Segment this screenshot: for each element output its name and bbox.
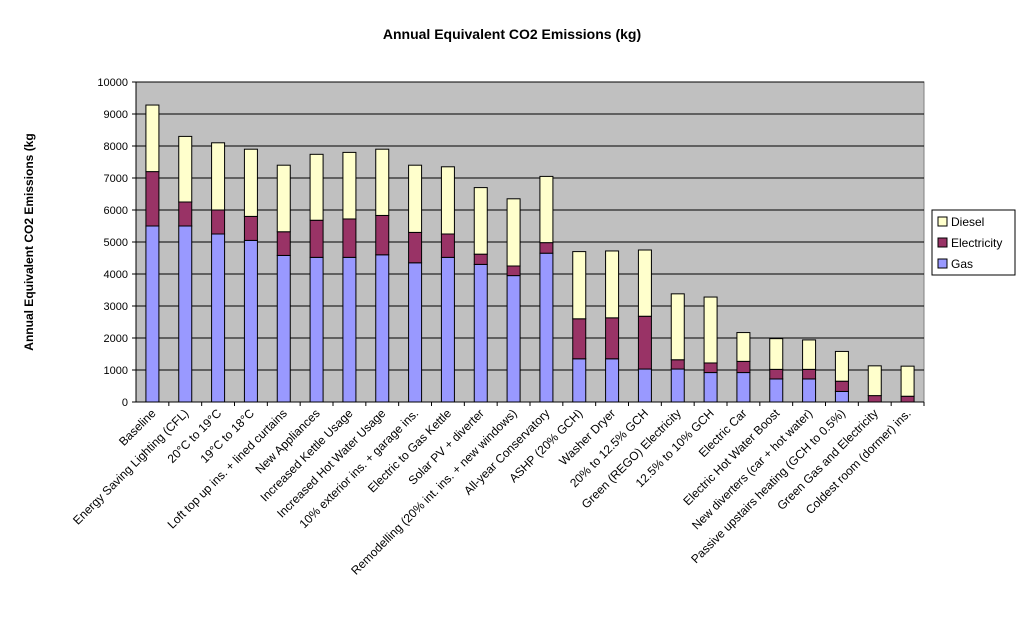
bar-segment-electricity	[736, 360, 751, 374]
bar-segment-diesel	[473, 187, 488, 255]
bar-segment-electricity	[506, 265, 521, 277]
bar-segment-electricity	[473, 253, 488, 265]
bar-segment-gas	[736, 372, 751, 403]
bar-segment-electricity	[243, 215, 258, 241]
bar-segment-diesel	[637, 249, 652, 317]
bar-segment-diesel	[834, 350, 849, 382]
bar-segment-gas	[637, 368, 652, 403]
bar-segment-gas	[178, 225, 193, 403]
bar-segment-diesel	[309, 153, 324, 221]
y-tick-label: 1000	[104, 365, 128, 377]
bar-segment-diesel	[375, 148, 390, 216]
bar-segment-electricity	[309, 219, 324, 258]
bar-segment-gas	[473, 263, 488, 403]
y-tick-label: 10000	[97, 77, 128, 89]
y-tick-label: 0	[122, 397, 128, 409]
bar-segment-diesel	[539, 175, 554, 244]
bar-segment-diesel	[670, 293, 685, 361]
bar-segment-electricity	[408, 231, 423, 264]
bar-segment-diesel	[736, 332, 751, 362]
bar-segment-electricity	[342, 218, 357, 258]
bar-segment-gas	[572, 358, 587, 403]
legend-label: Electricity	[951, 236, 1002, 250]
bar-segment-electricity	[572, 318, 587, 360]
y-tick-label: 3000	[104, 301, 128, 313]
bar-segment-electricity	[211, 209, 226, 235]
bar-segment-diesel	[211, 142, 226, 211]
bar-segment-gas	[309, 256, 324, 403]
bar-segment-gas	[342, 256, 357, 403]
bar-segment-diesel	[703, 296, 718, 364]
bar-segment-electricity	[834, 380, 849, 392]
legend-swatch-gas	[937, 258, 948, 269]
legend-label: Diesel	[951, 215, 984, 229]
bar-segment-diesel	[506, 198, 521, 267]
x-tick-label: New diverters (car + hot water)	[689, 406, 815, 532]
bar-segment-electricity	[867, 395, 882, 403]
legend-swatch-electricity	[937, 237, 948, 248]
bar-segment-diesel	[802, 339, 817, 370]
bar-segment-diesel	[605, 250, 620, 319]
y-tick-label: 4000	[104, 269, 128, 281]
bar-segment-gas	[375, 254, 390, 403]
bar-segment-diesel	[178, 135, 193, 203]
bar-segment-gas	[243, 239, 258, 403]
bar-segment-electricity	[900, 395, 915, 403]
y-tick-label: 6000	[104, 205, 128, 217]
y-axis-label: Annual Equivalent CO2 Emissions (kg	[22, 133, 36, 350]
bar-segment-electricity	[802, 368, 817, 380]
bar-segment-gas	[145, 225, 160, 403]
bar-segment-diesel	[408, 164, 423, 233]
bar-segment-gas	[539, 252, 554, 403]
bar-segment-gas	[276, 254, 291, 403]
legend-swatch-diesel	[937, 216, 948, 227]
bar-segment-diesel	[440, 166, 455, 235]
bar-segment-gas	[703, 372, 718, 403]
bar-segment-diesel	[243, 148, 258, 217]
bar-segment-electricity	[375, 214, 390, 256]
chart-title: Annual Equivalent CO2 Emissions (kg)	[383, 26, 641, 42]
bar-segment-gas	[834, 390, 849, 403]
bar-segment-diesel	[867, 365, 882, 397]
y-tick-label: 5000	[104, 237, 128, 249]
y-tick-label: 9000	[104, 109, 128, 121]
bar-segment-diesel	[900, 365, 915, 397]
legend: Diesel Electricity Gas	[931, 209, 1016, 276]
bar-segment-gas	[802, 378, 817, 403]
bar-segment-electricity	[276, 231, 291, 256]
bar-segment-diesel	[145, 104, 160, 173]
bar-segment-electricity	[145, 171, 160, 227]
bar-segment-gas	[440, 256, 455, 403]
bar-segment-electricity	[178, 201, 193, 227]
bar-segment-electricity	[670, 359, 685, 370]
bar-segment-electricity	[769, 368, 784, 380]
bar-segment-gas	[769, 378, 784, 403]
bar-segment-gas	[605, 358, 620, 403]
bar-segment-diesel	[572, 251, 587, 320]
bar-segment-gas	[211, 233, 226, 403]
bar-segment-diesel	[769, 338, 784, 370]
bar-segment-gas	[506, 275, 521, 403]
y-tick-label: 8000	[104, 141, 128, 153]
legend-label: Gas	[951, 257, 973, 271]
bar-segment-electricity	[637, 315, 652, 370]
bar-segment-gas	[408, 262, 423, 403]
bar-segment-diesel	[342, 151, 357, 220]
y-tick-label: 7000	[104, 173, 128, 185]
bar-segment-diesel	[276, 164, 291, 233]
bar-segment-gas	[670, 368, 685, 403]
bar-segment-electricity	[539, 242, 554, 254]
y-tick-label: 2000	[104, 333, 128, 345]
bar-segment-electricity	[605, 317, 620, 360]
bar-segment-electricity	[703, 362, 718, 374]
bar-segment-electricity	[440, 233, 455, 258]
